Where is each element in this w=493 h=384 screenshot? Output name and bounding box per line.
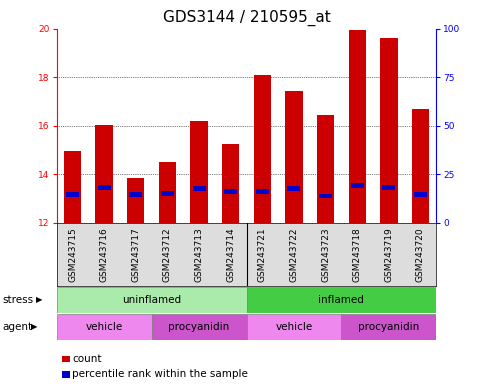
Bar xyxy=(127,178,144,223)
Text: procyanidin: procyanidin xyxy=(169,322,230,332)
Text: count: count xyxy=(72,354,102,364)
Bar xyxy=(57,314,152,340)
Bar xyxy=(285,91,303,223)
Bar xyxy=(287,186,300,191)
Bar xyxy=(190,121,208,223)
Bar xyxy=(193,186,206,191)
Bar xyxy=(341,314,436,340)
Text: GSM243719: GSM243719 xyxy=(385,227,393,282)
Bar xyxy=(349,30,366,223)
Bar xyxy=(64,151,81,223)
Bar xyxy=(380,38,397,223)
Text: ▶: ▶ xyxy=(31,322,37,331)
Text: GSM243718: GSM243718 xyxy=(352,227,362,282)
Text: procyanidin: procyanidin xyxy=(358,322,420,332)
Bar xyxy=(383,185,395,190)
Bar xyxy=(414,192,427,197)
Bar xyxy=(246,314,341,340)
Bar xyxy=(57,287,246,313)
Bar xyxy=(222,144,240,223)
Bar xyxy=(246,287,436,313)
Bar xyxy=(351,183,364,187)
Text: GSM243716: GSM243716 xyxy=(100,227,108,282)
Bar xyxy=(161,191,174,196)
Bar xyxy=(317,115,334,223)
Text: GSM243720: GSM243720 xyxy=(416,227,425,282)
Bar xyxy=(66,192,79,197)
Bar xyxy=(224,189,237,194)
Text: GSM243723: GSM243723 xyxy=(321,227,330,282)
Text: vehicle: vehicle xyxy=(275,322,313,332)
Text: ▶: ▶ xyxy=(35,295,42,305)
Bar xyxy=(129,192,142,197)
Text: uninflamed: uninflamed xyxy=(122,295,181,305)
Text: GSM243714: GSM243714 xyxy=(226,227,235,282)
Text: inflamed: inflamed xyxy=(318,295,364,305)
Text: vehicle: vehicle xyxy=(85,322,123,332)
Bar xyxy=(152,314,246,340)
Bar xyxy=(159,162,176,223)
Bar xyxy=(96,124,113,223)
Text: GSM243722: GSM243722 xyxy=(289,227,298,281)
Text: GSM243713: GSM243713 xyxy=(195,227,204,282)
Title: GDS3144 / 210595_at: GDS3144 / 210595_at xyxy=(163,10,330,26)
Text: stress: stress xyxy=(2,295,34,305)
Text: percentile rank within the sample: percentile rank within the sample xyxy=(72,369,248,379)
Bar xyxy=(98,185,110,190)
Text: GSM243715: GSM243715 xyxy=(68,227,77,282)
Text: agent: agent xyxy=(2,322,33,332)
Text: GSM243721: GSM243721 xyxy=(258,227,267,282)
Bar xyxy=(256,189,269,194)
Bar xyxy=(253,75,271,223)
Bar xyxy=(319,194,332,199)
Text: GSM243712: GSM243712 xyxy=(163,227,172,282)
Bar xyxy=(412,109,429,223)
Text: GSM243717: GSM243717 xyxy=(131,227,141,282)
